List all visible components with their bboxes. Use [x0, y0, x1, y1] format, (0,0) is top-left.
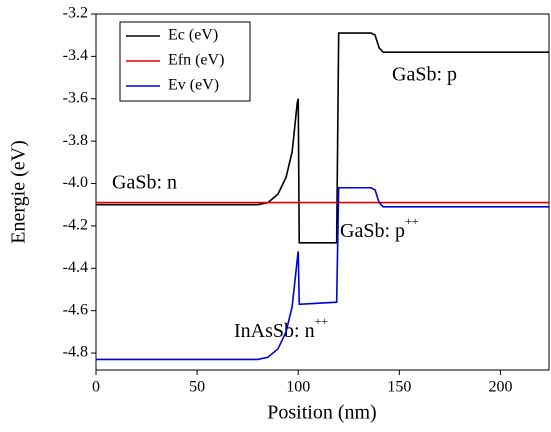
y-tick-label: -4.6 — [63, 301, 88, 318]
y-tick-label: -3.6 — [63, 89, 88, 106]
legend-label: Ev (eV) — [168, 77, 219, 94]
legend-label: Efn (eV) — [168, 52, 224, 69]
x-axis-label: Position (nm) — [267, 402, 376, 424]
y-tick-label: -4.4 — [63, 259, 88, 276]
x-tick-label: 0 — [92, 379, 100, 396]
annotation: GaSb: p++ — [340, 214, 419, 242]
y-tick-label: -4.0 — [63, 174, 88, 191]
annotation: InAsSb: n++ — [234, 314, 328, 342]
x-tick-label: 50 — [189, 379, 205, 396]
annotation: GaSb: p — [392, 64, 457, 86]
y-tick-label: -4.2 — [63, 217, 88, 234]
y-tick-label: -3.4 — [63, 47, 88, 64]
annotation-text: GaSb: p — [340, 220, 405, 242]
x-tick-label: 100 — [286, 379, 310, 396]
x-tick-label: 150 — [387, 379, 411, 396]
annotation-sup: ++ — [315, 314, 329, 328]
series-line — [96, 32, 549, 244]
plot-frame — [95, 13, 550, 371]
y-tick-label: -4.8 — [63, 344, 88, 361]
y-axis-label: Energie (eV) — [8, 140, 30, 243]
annotation-text: InAsSb: n — [234, 320, 315, 342]
y-tick-label: -3.2 — [63, 5, 88, 22]
series-line — [96, 186, 549, 361]
annotation-sup: ++ — [405, 214, 419, 228]
y-tick-label: -3.8 — [63, 132, 88, 149]
annotation: GaSb: n — [112, 172, 177, 194]
x-tick-label: 200 — [488, 379, 512, 396]
legend-label: Ec (eV) — [168, 27, 218, 44]
